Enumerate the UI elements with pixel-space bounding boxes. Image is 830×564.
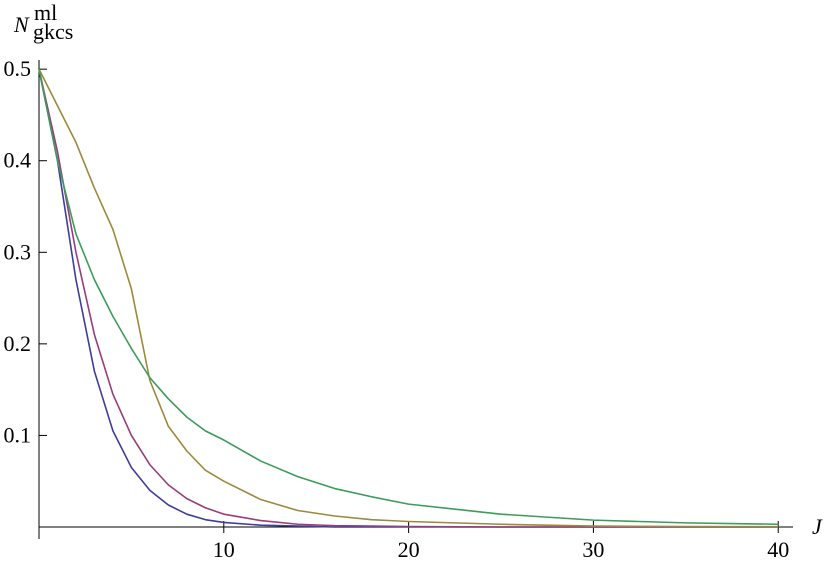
x-tick-label: 30 [582, 537, 604, 562]
y-tick-label: 0.3 [4, 239, 32, 264]
y-tick-label: 0.1 [4, 422, 32, 447]
x-tick-label: 20 [398, 537, 420, 562]
y-tick-label: 0.4 [4, 148, 32, 173]
x-tick-label: 10 [213, 537, 235, 562]
x-axis-label: J [812, 514, 823, 539]
line-series [38, 68, 779, 528]
y-tick-label: 0.5 [4, 56, 32, 81]
x-tick-label: 40 [767, 537, 789, 562]
line-series [38, 69, 779, 526]
y-tick-label: 0.2 [4, 331, 32, 356]
line-series [38, 68, 779, 528]
y-axis-label-sup: ml [34, 0, 57, 25]
y-axis-label-sub: gkcs [33, 19, 73, 44]
y-axis-label-main: N [13, 12, 30, 37]
line-series [38, 69, 779, 528]
